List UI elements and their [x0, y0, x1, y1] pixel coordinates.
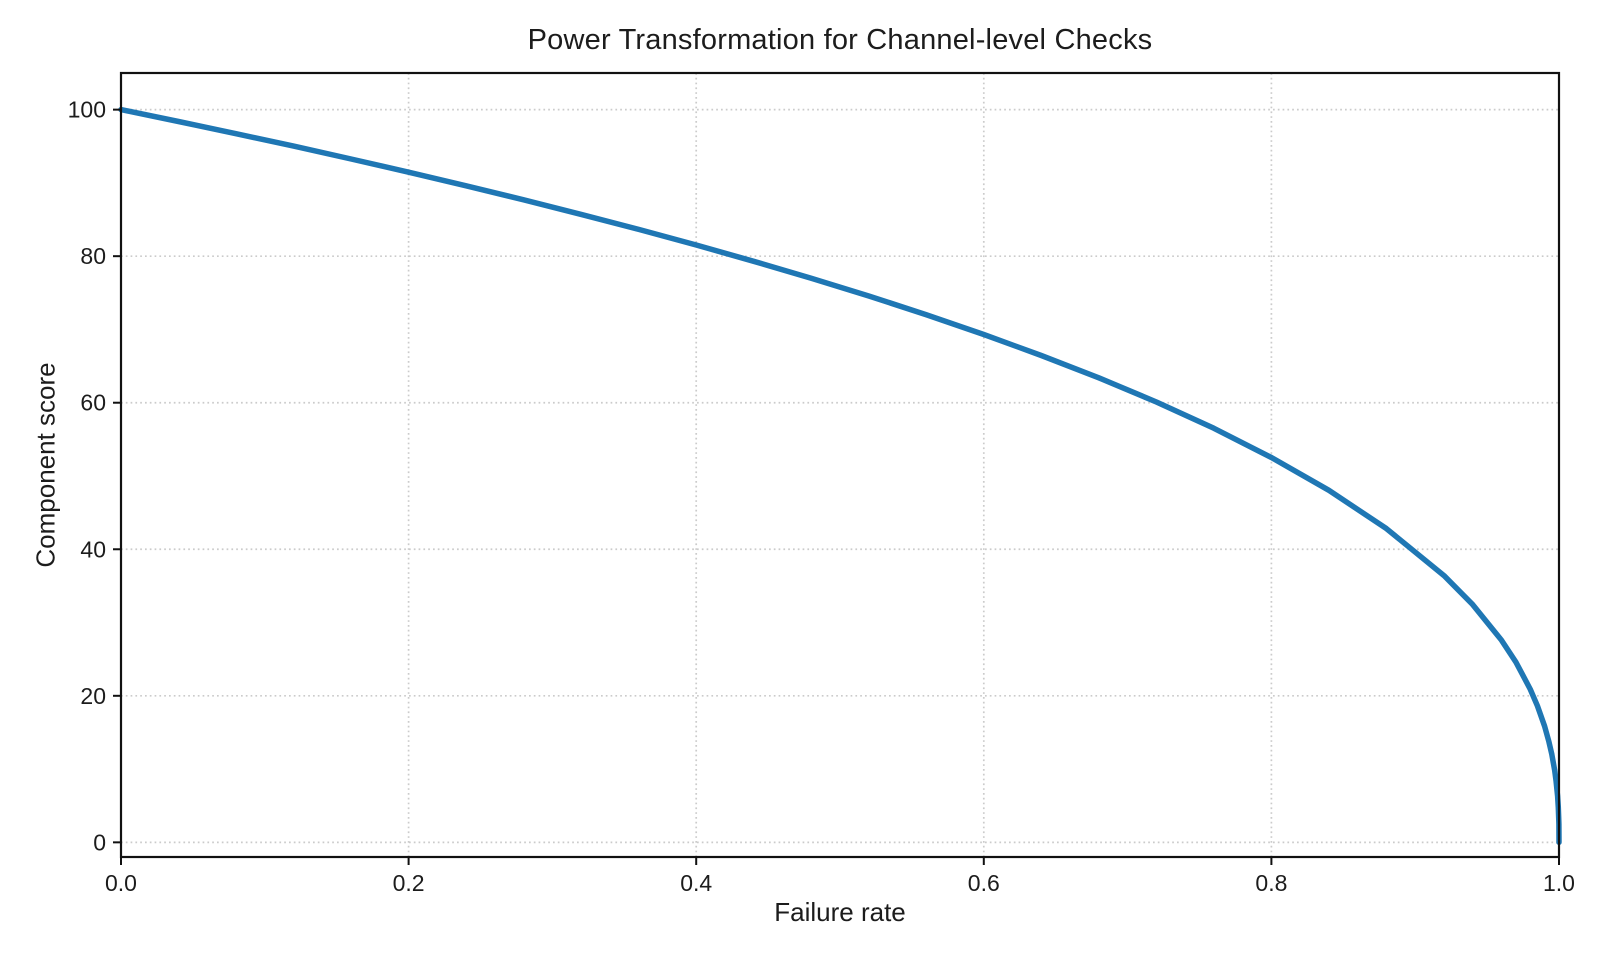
- series-line-component-score: [118, 106, 1562, 846]
- x-tick-label: 0.6: [968, 870, 1000, 896]
- x-tick-label: 0.2: [393, 870, 425, 896]
- y-axis-label: Component score: [30, 362, 61, 568]
- x-tick-label: 1.0: [1543, 870, 1575, 896]
- y-tick-label: 100: [68, 97, 106, 123]
- x-axis-label: Failure rate: [774, 897, 906, 927]
- x-tick-label: 0.4: [680, 870, 712, 896]
- y-tick-label: 80: [80, 243, 106, 269]
- y-tick-label: 60: [80, 390, 106, 416]
- y-tick-label: 40: [80, 536, 106, 562]
- y-tick-label: 20: [80, 683, 106, 709]
- x-tick-label: 0.8: [1255, 870, 1287, 896]
- chart-title: Power Transformation for Channel-level C…: [527, 24, 1153, 56]
- y-tick-label: 0: [93, 829, 106, 855]
- x-tick-label: 0.0: [105, 870, 137, 896]
- plot-border: [119, 71, 1561, 859]
